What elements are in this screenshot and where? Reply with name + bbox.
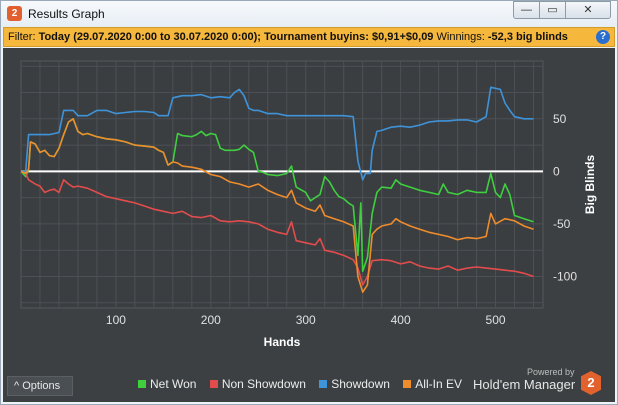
legend-swatch xyxy=(319,380,328,388)
powered-by-text: Powered by xyxy=(527,367,575,377)
y-tick-label: 50 xyxy=(553,112,567,126)
x-tick-label: 300 xyxy=(296,313,316,327)
legend-swatch xyxy=(138,380,146,388)
x-tick-label: 400 xyxy=(391,313,411,327)
chevron-up-icon: ^ xyxy=(14,380,20,392)
legend-non-showdown[interactable]: Non Showdown xyxy=(209,377,306,391)
x-tick-label: 200 xyxy=(201,313,221,327)
x-tick-label: 500 xyxy=(486,313,506,327)
series-line-all-in-ev xyxy=(20,118,534,293)
winnings-value: -52,3 big blinds xyxy=(487,31,568,43)
window-title: Results Graph xyxy=(28,7,105,21)
chart-legend: Net Won Non Showdown Showdown All-In EV xyxy=(138,377,472,393)
plot-area xyxy=(20,60,544,309)
options-button[interactable]: ^ Options xyxy=(7,376,73,396)
close-button[interactable]: ✕ xyxy=(565,1,611,19)
legend-net-won[interactable]: Net Won xyxy=(138,377,196,391)
filter-range: Today (29.07.2020 0:00 to 30.07.2020 0:0… xyxy=(38,31,434,43)
y-tick-label: 0 xyxy=(553,164,560,178)
title-bar[interactable]: 2 Results Graph — ▭ ✕ xyxy=(1,1,617,27)
minimize-button[interactable]: — xyxy=(513,1,540,19)
y-tick-label: -50 xyxy=(553,217,571,231)
maximize-button[interactable]: ▭ xyxy=(539,1,566,19)
y-axis-label: Big Blinds xyxy=(583,155,597,215)
brand-name: Hold'em Manager xyxy=(473,377,576,392)
app-logo-icon: 2 xyxy=(7,6,22,21)
filter-bar[interactable]: Filter: Today (29.07.2020 0:00 to 30.07.… xyxy=(3,27,615,47)
winnings-label: Winnings: xyxy=(436,31,485,43)
legend-swatch xyxy=(209,380,218,388)
legend-all-in-ev[interactable]: All-In EV xyxy=(403,377,462,391)
series-line-non-showdown xyxy=(20,170,534,286)
options-label: Options xyxy=(22,380,61,392)
legend-showdown[interactable]: Showdown xyxy=(319,377,390,391)
filter-prefix: Filter: xyxy=(8,31,36,43)
x-axis-label: Hands xyxy=(264,335,301,349)
y-tick-label: -100 xyxy=(553,269,577,283)
legend-swatch xyxy=(403,380,412,388)
series-line-showdown xyxy=(21,86,534,181)
brand-logo-icon: 2 xyxy=(581,371,601,395)
help-icon[interactable]: ? xyxy=(596,30,610,44)
x-tick-label: 100 xyxy=(106,313,126,327)
graph-panel: 100 200 300 400 500 50 0 -50 -100 Hands Big Blinds… xyxy=(3,48,615,402)
